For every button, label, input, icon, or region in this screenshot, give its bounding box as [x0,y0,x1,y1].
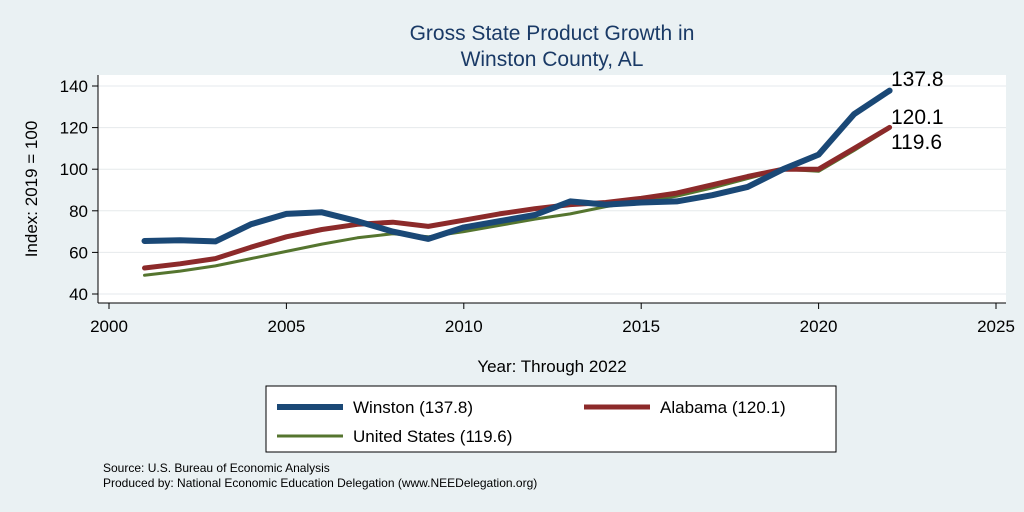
source-line-2: Produced by: National Economic Education… [103,476,537,490]
legend-box [265,385,837,453]
x-tick-label: 2020 [800,317,838,336]
series-lines [141,87,893,277]
x-tick-label: 2005 [267,317,305,336]
x-tick-label: 2010 [445,317,483,336]
end-label-united-states: 119.6 [891,131,942,154]
y-tick-label: 40 [69,285,88,304]
y-tick-label: 120 [60,119,88,138]
end-label-winston: 137.8 [891,68,944,91]
y-tick-label: 60 [69,243,88,262]
chart-title-line-2: Winston County, AL [461,48,644,71]
y-tick-label: 140 [60,77,88,96]
x-axis-title: Year: Through 2022 [477,357,626,376]
legend-label: Alabama (120.1) [660,398,786,417]
axes: 40 60 80 100 120 140 2000 2005 2010 2015 2020 2025 [60,75,1015,336]
x-tick-label: 2000 [90,317,128,336]
series-line-alabama [142,124,893,271]
x-tick-label: 2015 [622,317,660,336]
plot-area [98,75,1006,303]
legend-label: Winston (137.8) [353,398,473,417]
chart-title-line-1: Gross State Product Growth in [410,22,695,45]
series-line-winston [141,87,893,245]
y-tick-label: 80 [69,202,88,221]
y-axis-title: Index: 2019 = 100 [22,121,41,258]
legend: Winston (137.8) Alabama (120.1) United Sta… [277,398,786,446]
y-tick-label: 100 [60,160,88,179]
x-tick-label: 2025 [977,317,1015,336]
legend-label: United States (119.6) [353,427,512,446]
source-line-1: Source: U.S. Bureau of Economic Analysis [103,461,330,475]
end-label-alabama: 120.1 [891,106,944,129]
